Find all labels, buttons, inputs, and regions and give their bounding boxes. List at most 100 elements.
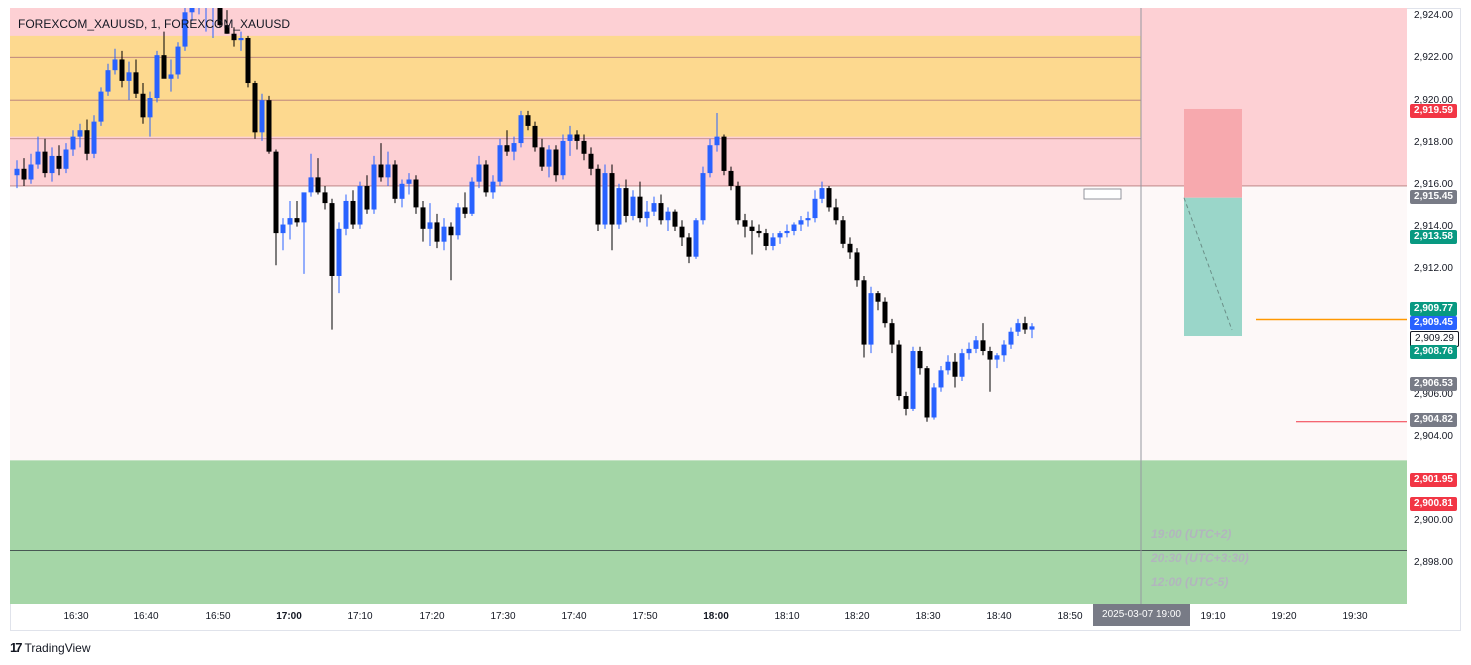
candle-body (525, 115, 531, 126)
candle-body (966, 348, 972, 354)
candle-body (315, 177, 321, 193)
time-axis-tick: 18:30 (915, 611, 941, 622)
candle-body (581, 140, 587, 154)
time-axis-tick: 18:40 (986, 611, 1012, 622)
timezone-label: 19:00 (UTC+2) (1151, 527, 1232, 541)
candle-body (707, 145, 713, 174)
candle-body (378, 164, 384, 178)
candle-body (469, 181, 475, 214)
price-axis-tick: 2,924.00 (1414, 10, 1453, 21)
price-axis-tick: 2,914.00 (1414, 221, 1453, 232)
candle-body (602, 173, 608, 225)
candle-body (245, 38, 251, 84)
candle-body (343, 200, 349, 229)
candle-body (119, 59, 125, 81)
candle-body (161, 55, 167, 79)
candle-body (784, 230, 790, 234)
candle-body (49, 155, 55, 174)
tradingview-logo[interactable]: 17 TradingView (10, 640, 91, 655)
timezone-label: 20:30 (UTC+3:30) (1151, 551, 1249, 565)
candle-body (28, 164, 34, 180)
candle-body (910, 351, 916, 409)
candle-body (532, 125, 538, 148)
candle-body (875, 293, 881, 302)
candle-body (924, 368, 930, 418)
time-axis-tick: 16:50 (205, 611, 231, 622)
candle-body (63, 149, 69, 169)
candle-body (567, 134, 573, 141)
price-chart[interactable] (10, 8, 1407, 604)
candle-body (287, 218, 293, 225)
candle-body (371, 164, 377, 210)
candle-body (413, 179, 419, 208)
candle-body (91, 121, 97, 154)
candle-body (511, 143, 517, 152)
candle-body (1015, 323, 1021, 332)
price-label: 2,909.77 (1410, 302, 1457, 316)
candle-body (770, 237, 776, 246)
tradingview-logo-icon: 17 (10, 640, 23, 655)
candle-body (77, 130, 83, 137)
candle-body (175, 46, 181, 75)
candle-body (686, 237, 692, 257)
brand-name: TradingView (24, 640, 91, 655)
price-axis-tick: 2,898.00 (1414, 557, 1453, 568)
candle-body (357, 185, 363, 225)
candle-body (21, 168, 27, 180)
price-label: 2,919.59 (1410, 104, 1457, 118)
candle-body (518, 115, 524, 144)
candle-body (238, 38, 244, 41)
candle-body (546, 149, 552, 167)
demand-zone (10, 460, 1407, 604)
candle-body (882, 301, 888, 324)
time-axis-tick: 17:50 (632, 611, 658, 622)
candle-body (455, 207, 461, 236)
candle-body (693, 220, 699, 257)
candle-body (217, 8, 223, 26)
candle-body (805, 218, 811, 221)
order-block-zone (10, 35, 1141, 137)
candle-body (434, 222, 440, 242)
candle-body (672, 211, 678, 227)
candle-body (140, 93, 146, 118)
candle-body (483, 164, 489, 193)
candle-body (959, 353, 965, 377)
candle-body (931, 387, 937, 418)
candle-body (700, 173, 706, 221)
candle-body (364, 185, 370, 210)
candle-body (952, 361, 958, 377)
candle-body (756, 230, 762, 234)
candle-body (987, 351, 993, 360)
candle-body (294, 218, 300, 223)
candle-body (812, 198, 818, 219)
candle-body (861, 280, 867, 345)
candle-body (721, 136, 727, 171)
price-axis-tick: 2,918.00 (1414, 137, 1453, 148)
symbol-title[interactable]: FOREXCOM_XAUUSD, 1, FOREXCOM_XAUUSD (18, 17, 291, 31)
candle-body (973, 340, 979, 349)
candle-body (392, 164, 398, 199)
candle-body (350, 200, 356, 225)
candle-body (777, 233, 783, 238)
candle-body (182, 12, 188, 47)
candle-body (616, 188, 622, 225)
candle-body (868, 293, 874, 345)
candle-body (168, 74, 174, 79)
time-axis-tick: 18:50 (1057, 611, 1083, 622)
candle-body (420, 207, 426, 229)
take-profit-zone (1184, 197, 1242, 337)
price-label: 2,913.58 (1410, 230, 1457, 244)
candle-body (329, 203, 335, 276)
price-label: 2,908.76 (1410, 345, 1457, 359)
candle-body (749, 226, 755, 231)
candle-body (427, 222, 433, 229)
candle-body (658, 203, 664, 221)
price-label: 2,901.95 (1410, 473, 1457, 487)
candle-body (651, 203, 657, 212)
candle-body (301, 192, 307, 223)
candle-body (588, 153, 594, 169)
candle-body (112, 59, 118, 71)
candle-body (399, 183, 405, 199)
time-axis-tick: 17:40 (561, 611, 587, 622)
candle-body (630, 196, 636, 216)
